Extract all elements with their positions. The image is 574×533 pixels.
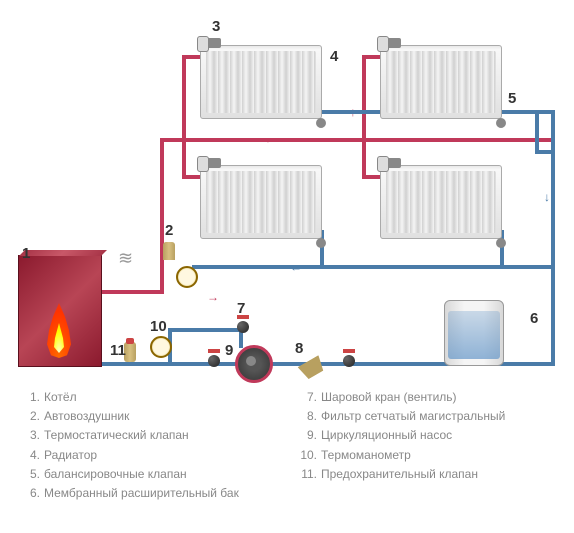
pipe-cold	[100, 362, 450, 366]
strainer-filter	[298, 355, 327, 381]
legend-item: 1.Котёл	[20, 388, 297, 407]
callout-11: 11	[110, 342, 126, 359]
legend-item: 11.Предохранительный клапан	[297, 465, 574, 484]
pipe-hot	[362, 55, 382, 59]
callout-2: 2	[165, 222, 173, 239]
pipe-hot	[362, 138, 366, 178]
pipe-cold	[551, 110, 555, 366]
radiator	[200, 45, 322, 119]
legend-item: 2.Автовоздушник	[20, 407, 297, 426]
balance-valve	[316, 118, 326, 128]
radiator	[200, 165, 322, 239]
thermostatic-valve	[205, 38, 221, 48]
pipe-hot	[182, 138, 186, 178]
balance-valve	[316, 238, 326, 248]
legend-col-left: 1.Котёл 2.Автовоздушник 3.Термостатическ…	[20, 388, 297, 503]
callout-6: 6	[530, 310, 538, 327]
radiator	[380, 165, 502, 239]
legend-item: 10.Термоманометр	[297, 446, 574, 465]
legend: 1.Котёл 2.Автовоздушник 3.Термостатическ…	[10, 388, 574, 503]
callout-8: 8	[295, 340, 303, 357]
legend-col-right: 7.Шаровой кран (вентиль) 8.Фильтр сетчат…	[297, 388, 574, 503]
callout-3: 3	[212, 18, 220, 35]
boiler	[18, 255, 102, 367]
flow-arrow: ↓	[544, 190, 550, 204]
thermostatic-valve	[205, 158, 221, 168]
radiator	[380, 45, 502, 119]
balance-valve	[496, 238, 506, 248]
ball-valve	[205, 355, 223, 367]
pipe-hot	[160, 138, 555, 142]
gauge	[150, 336, 172, 358]
pipe-hot	[182, 55, 202, 59]
heating-schematic: → ↑ → ← ↓ ≋	[10, 10, 564, 380]
callout-9: 9	[225, 342, 233, 359]
callout-1: 1	[22, 245, 30, 262]
steam-icon: ≋	[118, 248, 133, 269]
callout-7: 7	[237, 300, 245, 317]
callout-10: 10	[150, 318, 167, 335]
pipe-hot	[362, 55, 366, 140]
legend-item: 4.Радиатор	[20, 446, 297, 465]
pipe-hot	[100, 290, 160, 294]
legend-item: 9.Циркуляционный насос	[297, 426, 574, 445]
flow-arrow: →	[207, 290, 219, 304]
air-vent	[163, 242, 175, 260]
circulation-pump	[235, 345, 273, 383]
legend-item: 7.Шаровой кран (вентиль)	[297, 388, 574, 407]
thermostatic-valve	[385, 158, 401, 168]
flame-icon	[39, 303, 79, 358]
thermostatic-valve	[385, 38, 401, 48]
legend-item: 5.балансировочные клапан	[20, 465, 297, 484]
callout-5: 5	[508, 90, 516, 107]
expansion-tank	[444, 300, 504, 366]
callout-4: 4	[330, 48, 338, 65]
pipe-hot	[182, 55, 186, 140]
pipe-cold	[168, 328, 243, 332]
ball-valve	[340, 355, 358, 367]
flow-arrow: →	[260, 132, 272, 146]
legend-item: 8.Фильтр сетчатый магистральный	[297, 407, 574, 426]
gauge	[176, 266, 198, 288]
balance-valve	[496, 118, 506, 128]
ball-valve	[234, 321, 252, 333]
legend-item: 6.Мембранный расширительный бак	[20, 484, 297, 503]
pipe-hot	[160, 138, 164, 294]
legend-item: 3.Термостатический клапан	[20, 426, 297, 445]
pipe-cold	[535, 110, 539, 154]
